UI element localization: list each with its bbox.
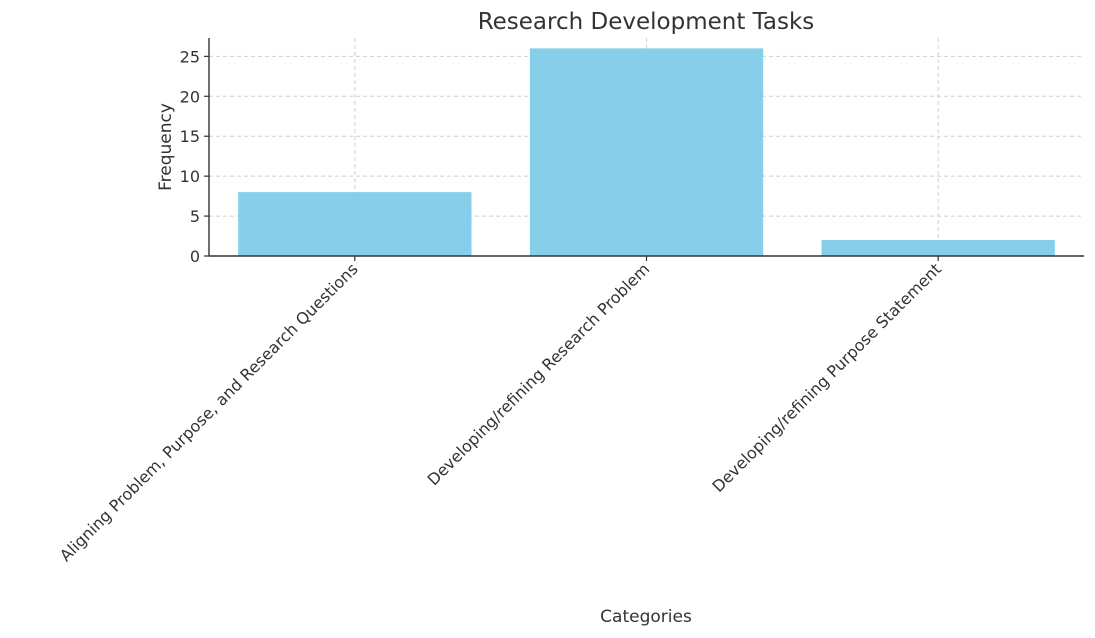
x-tick-label: Aligning Problem, Purpose, and Research … bbox=[56, 259, 362, 565]
x-axis-label: Categories bbox=[600, 607, 692, 627]
y-tick-label: 25 bbox=[180, 47, 200, 66]
y-tick-label: 20 bbox=[180, 87, 200, 106]
x-ticks: Aligning Problem, Purpose, and Research … bbox=[56, 256, 945, 565]
bar bbox=[821, 240, 1055, 256]
y-ticks: 0 5 10 15 20 25 bbox=[180, 47, 209, 266]
y-tick-label: 0 bbox=[190, 247, 200, 266]
x-tick-label: Developing/refining Research Problem bbox=[424, 259, 654, 489]
y-tick-label: 10 bbox=[180, 167, 200, 186]
bars bbox=[238, 48, 1055, 256]
y-tick-label: 5 bbox=[190, 207, 200, 226]
bar bbox=[529, 48, 764, 256]
y-tick-label: 15 bbox=[180, 127, 200, 146]
x-tick-label: Developing/refining Purpose Statement bbox=[708, 259, 945, 496]
chart-title: Research Development Tasks bbox=[478, 9, 815, 35]
y-axis-label: Frequency bbox=[156, 103, 176, 191]
bar bbox=[238, 192, 472, 256]
